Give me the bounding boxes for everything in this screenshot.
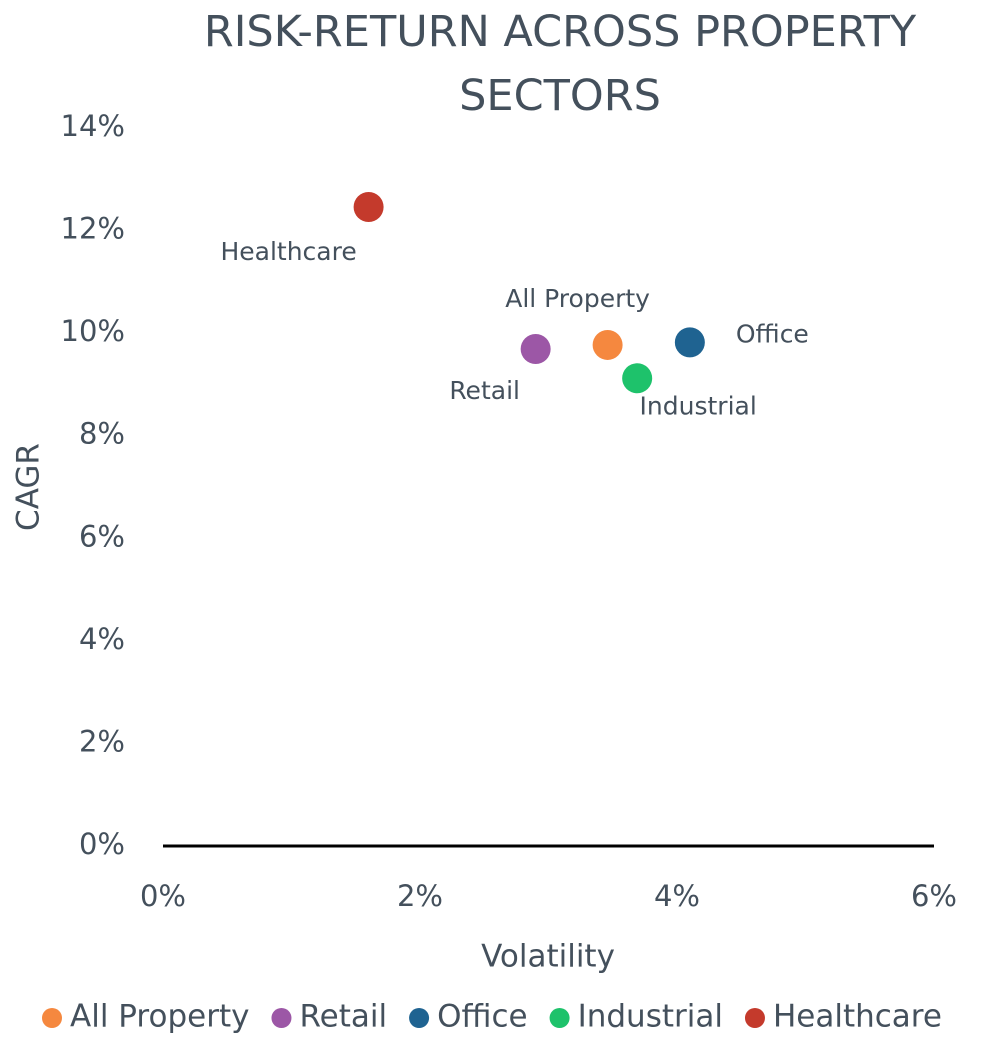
point-label: Industrial [640, 391, 757, 420]
legend-marker [42, 1008, 62, 1028]
y-tick-label: 6% [79, 519, 125, 553]
y-tick-label: 10% [61, 314, 125, 348]
x-tick-label: 0% [140, 879, 186, 913]
y-tick-label: 4% [79, 622, 125, 656]
x-tick-label: 6% [911, 879, 957, 913]
point [353, 191, 384, 222]
y-tick-label: 8% [79, 417, 125, 451]
legend-marker [549, 1008, 570, 1028]
point [520, 334, 551, 365]
x-axis-title: Volatility [481, 939, 615, 975]
y-tick-label: 12% [61, 212, 125, 246]
point-label: All Property [505, 284, 650, 313]
legend-marker [744, 1008, 765, 1028]
point-label: Office [736, 319, 809, 348]
point-label: Healthcare [220, 237, 356, 266]
legend-marker [409, 1008, 430, 1028]
y-tick-label: 14% [61, 109, 125, 143]
y-tick-label: 0% [79, 827, 125, 861]
y-axis-title: CAGR [11, 443, 47, 531]
chart-title: RISK-RETURN ACROSS PROPERTY SECTORS [203, 7, 917, 121]
legend-label: Office [437, 999, 528, 1035]
legend-label: Industrial [578, 999, 723, 1035]
point [592, 329, 623, 360]
legend-label: Retail [299, 999, 387, 1035]
x-tick-label: 2% [397, 879, 443, 913]
legend-label: All Property [70, 999, 249, 1035]
y-tick-label: 2% [79, 724, 125, 758]
point [622, 363, 653, 394]
legend-label: Healthcare [773, 999, 942, 1035]
point-label: Retail [449, 376, 520, 405]
point [674, 327, 705, 358]
legend-marker [271, 1008, 292, 1028]
x-tick-label: 4% [654, 879, 700, 913]
